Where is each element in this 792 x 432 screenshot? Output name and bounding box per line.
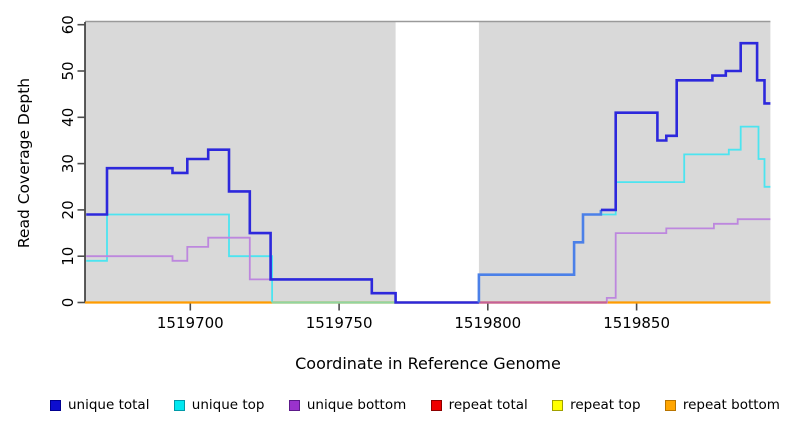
alignment-gap-band bbox=[395, 22, 479, 303]
legend-swatch-unique-total bbox=[50, 399, 61, 411]
legend-item-repeat-top: repeat top bbox=[552, 397, 641, 413]
legend-swatch-repeat-bottom bbox=[664, 399, 676, 411]
x-tick-label: 1519850 bbox=[603, 314, 670, 332]
series-line-unique-total bbox=[600, 41, 771, 212]
legend: unique total unique top unique bottom repea… bbox=[0, 397, 792, 413]
series-line-unique-top bbox=[583, 125, 771, 216]
legend-item-unique-top: unique top bbox=[173, 397, 265, 413]
legend-item-repeat-bottom: repeat bottom bbox=[664, 397, 780, 413]
x-tick-label: 1519750 bbox=[306, 314, 373, 332]
legend-label-unique-top: unique top bbox=[191, 397, 265, 413]
series-line-unique-top bbox=[86, 213, 273, 303]
y-tick-label: 10 bbox=[59, 247, 77, 266]
y-tick-label: 0 bbox=[59, 298, 77, 308]
legend-swatch-repeat-top bbox=[552, 399, 564, 411]
x-tick-label: 1519800 bbox=[454, 314, 521, 332]
legend-item-repeat-total: repeat total bbox=[430, 397, 528, 413]
legend-label-repeat-top: repeat top bbox=[570, 397, 641, 413]
y-tick-label: 60 bbox=[59, 15, 77, 34]
coverage-plot: 0 10 20 30 40 50 60 1519700 1519750 1519800 151985… bbox=[59, 15, 771, 332]
y-tick-label: 20 bbox=[59, 200, 77, 219]
y-axis-title: Read Coverage Depth bbox=[15, 77, 33, 249]
legend-item-unique-total: unique total bbox=[50, 397, 149, 413]
legend-item-unique-bottom: unique bottom bbox=[288, 397, 407, 413]
legend-label-unique-bottom: unique bottom bbox=[306, 397, 407, 413]
x-axis-title: Coordinate in Reference Genome bbox=[295, 354, 561, 373]
legend-swatch-unique-top bbox=[173, 399, 185, 411]
legend-label-repeat-total: repeat total bbox=[448, 397, 528, 413]
y-tick-label: 30 bbox=[59, 154, 77, 173]
x-tick-label: 1519700 bbox=[157, 314, 224, 332]
y-tick-label: 50 bbox=[59, 61, 77, 80]
legend-swatch-repeat-total bbox=[430, 399, 442, 411]
series-line-unique-total bbox=[86, 148, 479, 304]
legend-swatch-unique-bottom bbox=[288, 399, 300, 411]
y-tick-label: 40 bbox=[59, 108, 77, 127]
legend-label-unique-total: unique total bbox=[68, 397, 150, 413]
legend-label-repeat-bottom: repeat bottom bbox=[682, 397, 780, 413]
series-line-unique-total bbox=[477, 209, 603, 303]
